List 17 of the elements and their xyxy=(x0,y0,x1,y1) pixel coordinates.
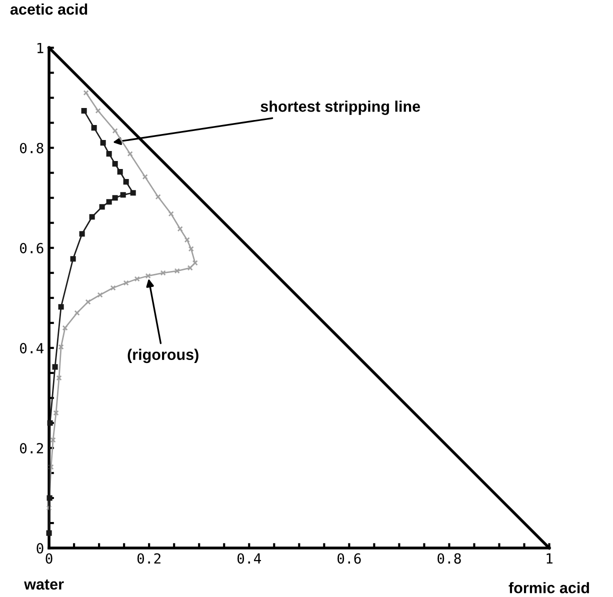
y-axis-title: acetic acid xyxy=(10,4,88,15)
x-tick-label: 0 xyxy=(46,553,52,564)
y-tick-label: 0 xyxy=(36,543,44,554)
y-tick-label: 0.4 xyxy=(20,342,44,354)
annotation: (rigorous) xyxy=(128,348,198,364)
y-tick-label: 1 xyxy=(37,42,44,54)
x-tick-label: 0.4 xyxy=(237,553,261,564)
text: water xyxy=(24,580,64,590)
x-tick-label: 0.6 xyxy=(338,553,361,564)
y-tick-label: 0.2 xyxy=(20,442,43,454)
x-tick-label: 1 xyxy=(546,553,552,564)
x-tick-label: 0.8 xyxy=(438,553,461,564)
annotation: shortest stripping line xyxy=(260,100,420,115)
x-axis-title: formic acid xyxy=(508,582,589,594)
y-tick-label: 0.8 xyxy=(20,142,44,154)
y-tick-label: 0.6 xyxy=(20,242,44,254)
x-tick-label: 0.2 xyxy=(137,553,160,564)
